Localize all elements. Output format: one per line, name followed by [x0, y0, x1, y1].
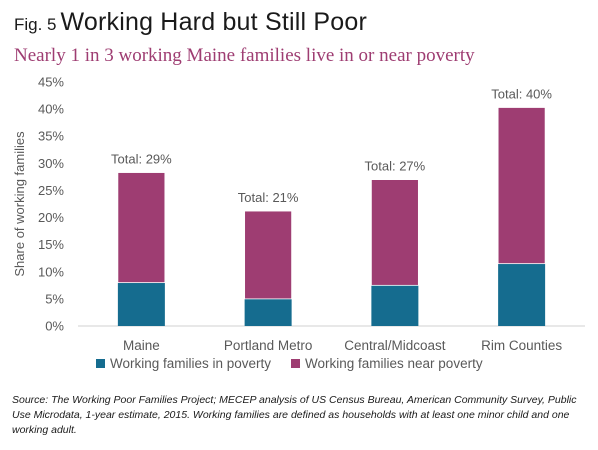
y-tick-label: 5% [45, 291, 64, 306]
chart-subtitle: Nearly 1 in 3 working Maine families liv… [14, 45, 475, 66]
total-label: Total: 21% [238, 190, 299, 205]
y-tick-label: 0% [45, 319, 64, 334]
x-tick-label: Rim Counties [481, 338, 562, 353]
source-note: Source: The Working Poor Families Projec… [12, 394, 577, 436]
bar-segment [244, 298, 292, 326]
bar-segment [117, 282, 165, 326]
total-label: Total: 40% [491, 86, 552, 101]
legend-swatch [291, 359, 300, 368]
y-tick-label: 10% [38, 264, 64, 279]
bar-segment [370, 179, 419, 286]
y-tick-label: 20% [38, 210, 64, 225]
bar-segment [244, 210, 293, 300]
y-tick-label: 25% [38, 183, 64, 198]
y-axis-label: Share of working families [12, 131, 27, 277]
total-label: Total: 27% [365, 159, 426, 174]
y-tick-label: 45% [38, 75, 64, 90]
total-label: Total: 29% [111, 152, 172, 167]
bar-segment [371, 285, 419, 326]
bar-segment [117, 172, 166, 284]
y-tick-label: 30% [38, 156, 64, 171]
y-tick-label: 35% [38, 129, 64, 144]
x-tick-label: Maine [123, 338, 160, 353]
bar-segment [498, 263, 546, 326]
stacked-bar-chart: 0% 5% 10% 15% 20% 25% 30% 35% 40% 45% Share of wor… [12, 75, 585, 371]
bar-segment [497, 107, 546, 265]
legend-swatch [96, 359, 105, 368]
figure-number: Fig. 5 [14, 15, 57, 34]
legend-label: Working families near poverty [305, 356, 483, 371]
chart-title: Working Hard but Still Poor [60, 8, 367, 36]
x-tick-label: Central/Midcoast [344, 338, 446, 353]
legend-label: Working families in poverty [110, 356, 271, 371]
figure-title: Fig. 5 Working Hard but Still Poor [14, 8, 367, 37]
y-tick-label: 15% [38, 237, 64, 252]
x-tick-label: Portland Metro [224, 338, 313, 353]
y-tick-label: 40% [38, 102, 64, 117]
